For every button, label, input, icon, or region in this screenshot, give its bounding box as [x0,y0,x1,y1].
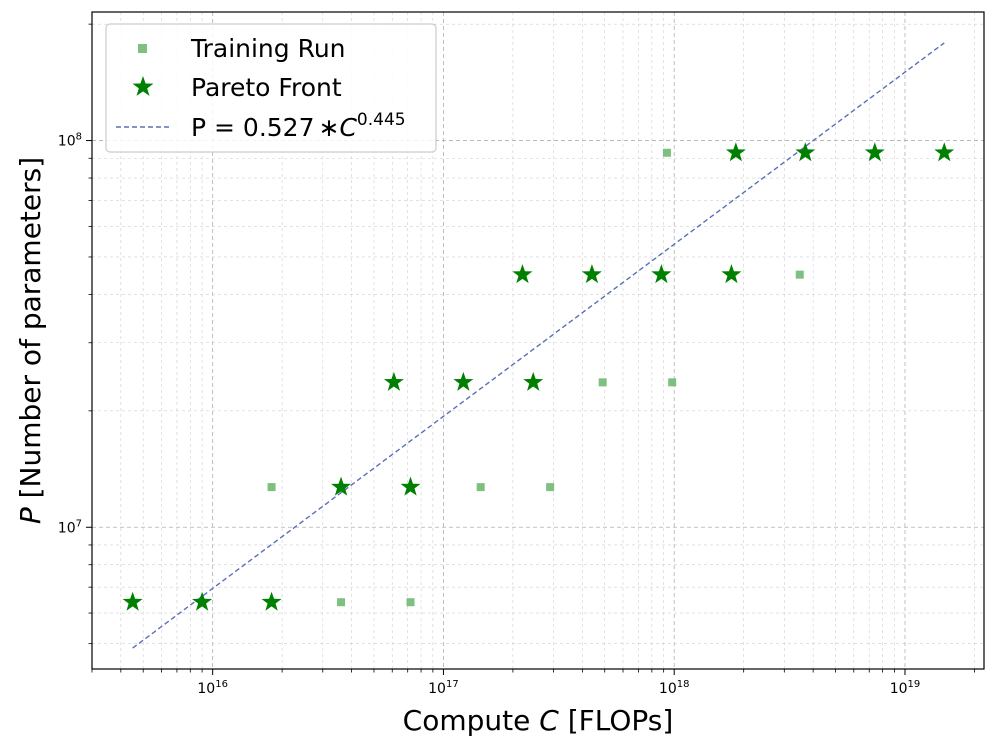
pareto-front-point [795,142,816,162]
legend-star-marker [132,76,154,96]
x-tick-label: 1019 [890,679,921,697]
pareto-front-point [512,264,533,284]
y-tick-label: 108 [58,132,82,150]
pareto-front-point [581,264,602,284]
legend-label-pareto-front: Pareto Front [191,73,342,102]
legend-square-marker [138,44,147,53]
pareto-front-point [383,371,404,391]
training-run-point [668,378,677,387]
pareto-front-point [261,591,282,611]
legend-marker-training-run [138,44,147,53]
pareto-front-point [864,142,885,162]
y-axis-label: P [Number of parameters] [14,157,47,524]
legend-box [105,23,437,153]
legend: Training Run Pareto Front P = 0.527 ∗C0.4… [105,23,437,153]
x-tick-label: 1018 [659,679,690,697]
training-run-point [337,598,346,607]
x-tick-label: 1017 [428,679,459,697]
plot-frame [91,11,985,670]
fit-line [132,42,945,649]
pareto-front-point [725,142,746,162]
pareto-front-point [934,142,955,162]
training-run-point [267,483,276,492]
training-run-point [795,270,804,279]
pareto-front-point [122,591,143,611]
pareto-front-point [651,264,672,284]
pareto-front-point [192,591,213,611]
legend-label-fit: P = 0.527 ∗C0.445 [191,110,406,142]
training-run-point [662,148,671,157]
training-run-point [598,378,607,387]
x-axis-label: Compute C [FLOPs] [403,704,674,737]
pareto-front-point [453,371,474,391]
y-tick-label: 107 [58,518,82,536]
pareto-front-point [721,264,742,284]
fit-line-layer [132,42,945,649]
training-run-point [406,598,415,607]
pareto-front-point [331,476,352,496]
axis-ticks: 1016 1017 1018 1019 107 108 [58,23,975,697]
training-run-point [546,483,555,492]
data-points-layer [122,142,955,611]
legend-marker-pareto-front [132,76,154,96]
pareto-front-point [523,371,544,391]
pareto-front-point [400,476,421,496]
x-tick-label: 1016 [197,679,228,697]
training-run-point [476,483,485,492]
legend-label-training-run: Training Run [190,34,346,63]
